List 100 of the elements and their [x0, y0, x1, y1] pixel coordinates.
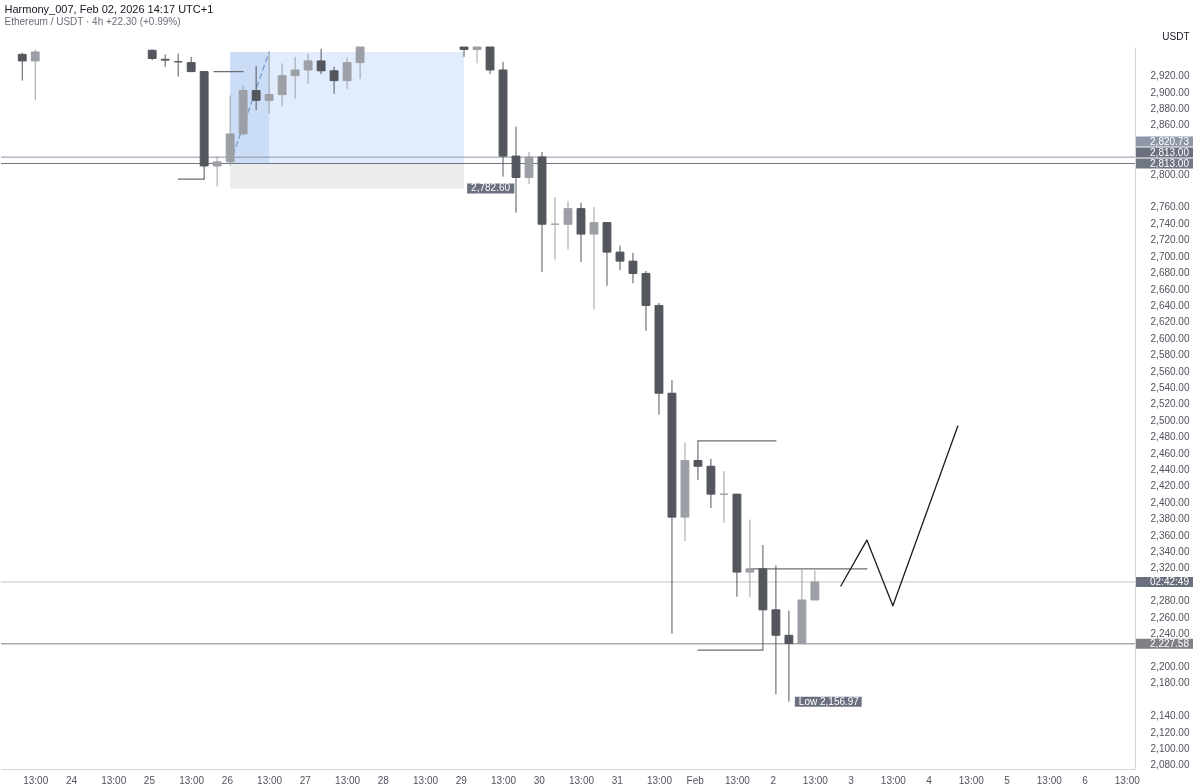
y-tick-label: 2,560.00	[1150, 365, 1190, 377]
candlestick	[628, 252, 638, 284]
candlestick	[17, 52, 27, 82]
y-tick-label: 2,180.00	[1150, 677, 1190, 689]
x-tick-label: 28	[377, 774, 390, 784]
y-tick-label: 2,900.00	[1150, 86, 1190, 98]
y-tick-label: 2,740.00	[1150, 217, 1190, 229]
x-tick-label: 3	[848, 774, 855, 784]
x-tick-label: 29	[455, 774, 468, 784]
y-tick-label: 2,800.00	[1150, 168, 1190, 180]
ref-line-label: 2,227.58	[1150, 637, 1190, 649]
ref-line-label: 2,813.00	[1150, 157, 1190, 169]
x-tick-label: 13:00	[491, 774, 517, 784]
candlestick	[329, 66, 339, 95]
line-series	[840, 425, 959, 607]
y-tick-label: 2,080.00	[1150, 759, 1190, 771]
x-tick-label: 25	[143, 774, 156, 784]
y-tick-label: 2,360.00	[1150, 529, 1190, 541]
y-tick-label: 2,760.00	[1150, 201, 1190, 213]
chart-subtitle: Ethereum / USDT · 4h +22.30 (+0.99%)	[4, 16, 181, 27]
y-tick-label: 2,620.00	[1150, 316, 1190, 328]
candlestick	[615, 245, 625, 271]
y-tick-label: 2,440.00	[1150, 464, 1190, 476]
y-tick-label: 2,860.00	[1150, 119, 1190, 131]
y-tick-label: 2,500.00	[1150, 414, 1190, 426]
y-tick-label: 2,600.00	[1150, 332, 1190, 344]
y-tick-label: 2,320.00	[1150, 562, 1190, 574]
candlestick	[212, 155, 222, 187]
x-tick-label: 30	[533, 774, 546, 784]
x-tick-label: 13:00	[335, 774, 361, 784]
x-tick-label: 26	[221, 774, 234, 784]
y-tick-label: 2,640.00	[1150, 299, 1190, 311]
candlestick	[303, 53, 313, 85]
candlestick	[472, 46, 482, 64]
y-tick-label: 2,100.00	[1150, 742, 1190, 754]
x-tick-label: 27	[299, 774, 312, 784]
candlestick	[290, 56, 300, 100]
y-tick-label: 2,660.00	[1150, 283, 1190, 295]
y-tick-label: 2,240.00	[1150, 628, 1190, 640]
x-tick-label: 13:00	[1114, 774, 1141, 784]
candlestick	[719, 470, 729, 524]
y-tick-label: 2,880.00	[1150, 103, 1190, 115]
x-tick-label: 4	[926, 774, 933, 784]
x-tick-label: Feb	[686, 774, 705, 784]
x-tick-label: 13:00	[568, 774, 595, 784]
x-tick-label: 13:00	[1036, 774, 1063, 784]
y-tick-label: 2,480.00	[1150, 431, 1190, 443]
chart-title: Harmony_007, Feb 02, 2026 14:17 UTC+1	[4, 3, 214, 15]
y-tick-label: 2,120.00	[1150, 726, 1190, 738]
annotation: Low 2,156.97	[798, 695, 860, 707]
candlestick	[589, 206, 599, 311]
x-tick-label: 13:00	[880, 774, 907, 784]
candlestick	[251, 65, 261, 111]
y-tick-label: 2,380.00	[1150, 513, 1190, 525]
x-tick-label: 13:00	[802, 774, 829, 784]
x-tick-label: 13:00	[23, 774, 49, 784]
y-tick-label: 2,280.00	[1150, 595, 1190, 607]
y-tick-label: 2,140.00	[1150, 710, 1190, 722]
y-tick-label: 2,580.00	[1150, 349, 1190, 361]
y-tick-label: 2,260.00	[1150, 611, 1190, 623]
x-tick-label: 13:00	[101, 774, 127, 784]
y-tick-label: 2,720.00	[1150, 234, 1190, 246]
x-tick-label: 24	[65, 774, 78, 784]
x-tick-label: 13:00	[413, 774, 439, 784]
y-tick-label: 2,200.00	[1150, 660, 1190, 672]
y-tick-label: 2,700.00	[1150, 250, 1190, 262]
x-tick-label: 13:00	[257, 774, 283, 784]
y-tick-label: 2,680.00	[1150, 267, 1190, 279]
annotation: 2,782.60	[471, 182, 511, 194]
annotation: 02:42:49	[1150, 575, 1190, 587]
y-tick-label: 2,520.00	[1150, 398, 1190, 410]
x-tick-label: 13:00	[958, 774, 985, 784]
candlestick	[784, 610, 794, 703]
y-tick-label: 2,340.00	[1150, 546, 1190, 558]
candlestick	[745, 519, 755, 599]
x-tick-label: 6	[1082, 774, 1089, 784]
candlestick	[355, 46, 365, 80]
candlestick	[160, 53, 170, 68]
candlestick	[30, 48, 40, 101]
y-tick-label: 2,920.00	[1150, 70, 1190, 82]
y-tick-label: 2,400.00	[1150, 496, 1190, 508]
candlestick	[342, 57, 352, 90]
y-tick-label: 2,420.00	[1150, 480, 1190, 492]
candlestick	[810, 569, 820, 601]
y-axis-title: USDT	[1162, 30, 1190, 42]
candlestick	[524, 151, 534, 185]
x-tick-label: 13:00	[646, 774, 673, 784]
x-tick-label: 31	[611, 774, 624, 784]
ref-line-label: 2,820.73	[1150, 135, 1190, 147]
x-tick-label: 5	[1004, 774, 1011, 784]
x-tick-label: 13:00	[724, 774, 751, 784]
candlestick	[563, 200, 573, 251]
candlestick	[277, 62, 287, 107]
annotation: 2,813.00	[1150, 146, 1190, 158]
candlestick	[459, 46, 469, 58]
candlestick	[264, 51, 274, 114]
x-tick-label: 13:00	[179, 774, 205, 784]
x-tick-label: 2	[770, 774, 777, 784]
candlestick	[511, 126, 521, 214]
y-tick-label: 2,460.00	[1150, 447, 1190, 459]
